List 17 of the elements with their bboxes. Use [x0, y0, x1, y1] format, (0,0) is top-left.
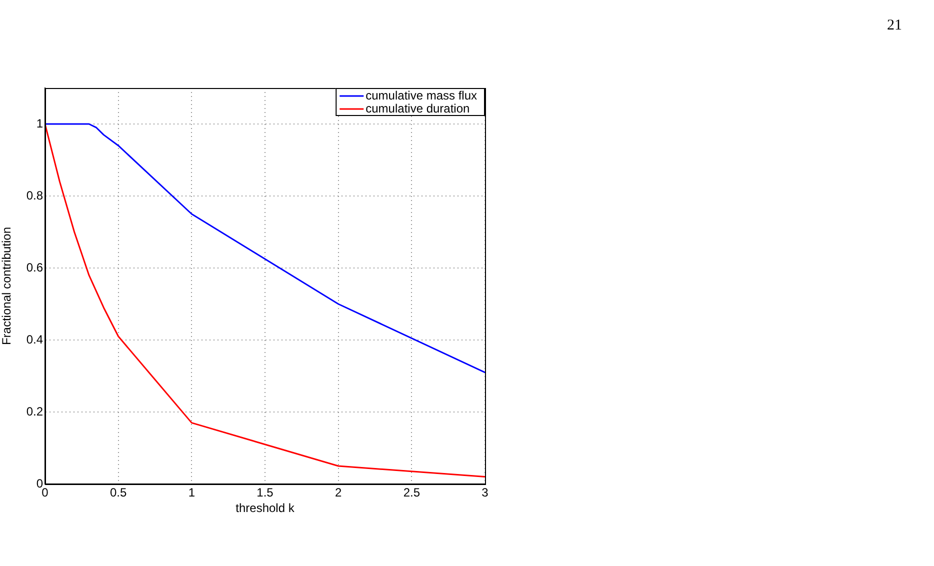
x-tick-label: 1.5: [256, 486, 274, 500]
x-tick-label: 3: [482, 486, 489, 500]
x-tick-label: 1: [188, 486, 196, 500]
y-tick-label: 1: [36, 116, 44, 130]
x-tick-label: 2: [334, 486, 342, 500]
y-axis-title: Fractional contribution: [0, 226, 14, 346]
y-tick-label: 0.8: [26, 188, 44, 202]
legend-label: cumulative duration: [366, 101, 470, 116]
y-tick-label: 0.4: [26, 332, 44, 346]
x-axis-title: threshold k: [236, 501, 296, 516]
y-tick-label: 0.6: [26, 260, 44, 274]
y-tick-label: 0.2: [26, 404, 44, 418]
y-tick-label: 0: [36, 476, 44, 490]
x-tick-label: 2.5: [403, 486, 420, 500]
x-tick-label: 0.5: [110, 486, 127, 500]
text: 21: [887, 17, 902, 34]
legend-label: cumulative mass flux: [366, 88, 478, 102]
